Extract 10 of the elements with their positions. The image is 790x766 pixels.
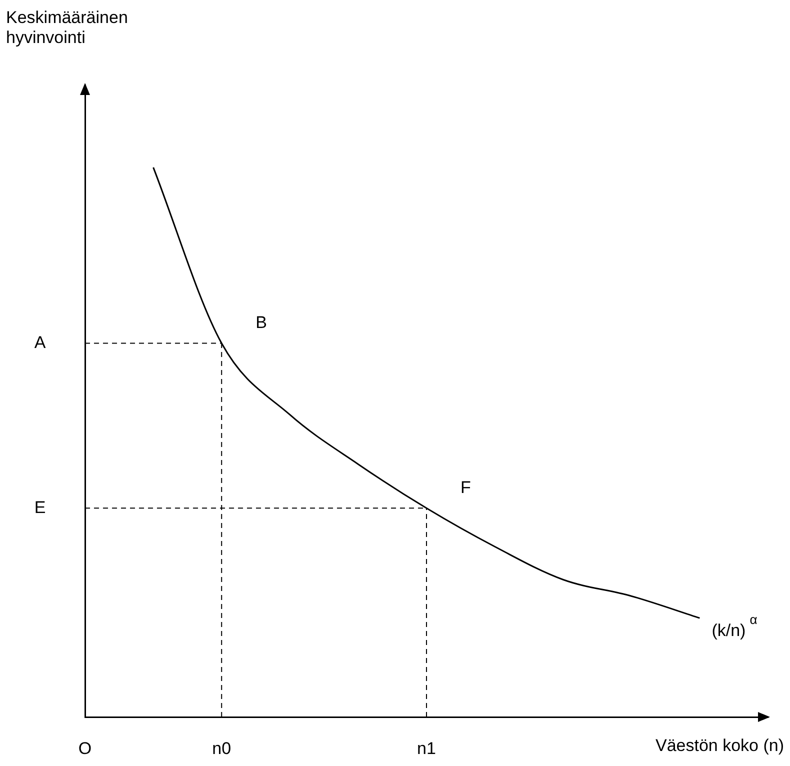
x-tick-label: O [78, 738, 92, 758]
annotation: B [256, 312, 267, 332]
series-label: (k/n)α [712, 612, 758, 640]
ref-line-label: E [34, 498, 46, 517]
ref-line-label: A [34, 332, 46, 352]
x-axis-title: Väestön koko (n) [655, 736, 784, 756]
x-tick-label: n0 [212, 738, 232, 758]
x-tick-label: n1 [417, 738, 436, 758]
text: Keskimääräinen hyvinvointi [6, 8, 129, 48]
annotation: F [460, 478, 471, 497]
